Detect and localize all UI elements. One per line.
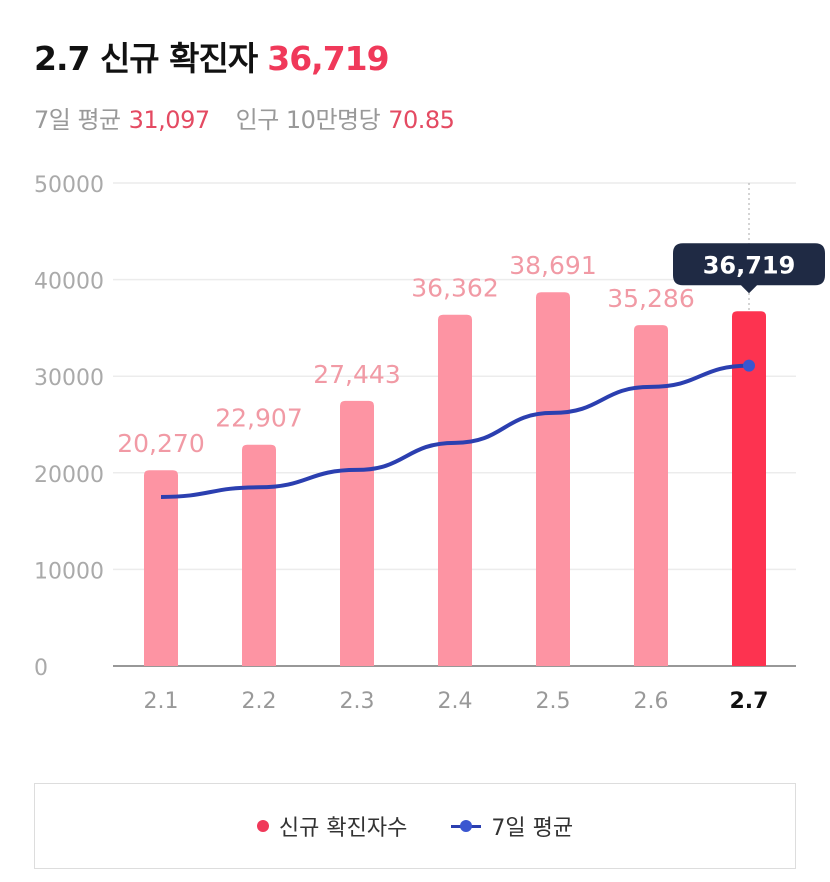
x-tick-label: 2.1 xyxy=(144,689,179,714)
bar-value-label: 22,907 xyxy=(215,404,302,433)
x-tick-label: 2.3 xyxy=(340,689,375,714)
page-title: 2.7 신규 확진자 36,719 xyxy=(34,32,390,80)
bar xyxy=(536,292,570,666)
bar-value-label: 36,362 xyxy=(411,274,498,303)
bar-value-label: 20,270 xyxy=(117,429,204,458)
bar xyxy=(242,444,276,666)
legend-label: 신규 확진자수 xyxy=(278,816,408,841)
bar xyxy=(144,470,178,666)
bar xyxy=(438,314,472,666)
bar xyxy=(732,311,766,666)
tooltip xyxy=(673,243,825,294)
tooltip-value: 36,719 xyxy=(703,251,796,279)
subheader: 7일 평균 31,097 인구 10만명당 70.85 xyxy=(34,100,480,135)
avg-line xyxy=(160,363,750,499)
x-tick-label: 2.6 xyxy=(634,689,669,714)
y-tick-label: 30000 xyxy=(34,366,104,391)
title-value: 36,719 xyxy=(267,39,389,78)
legend: 신규 확진자수 7일 평균 xyxy=(34,783,796,869)
per100k-value: 70.85 xyxy=(388,106,455,134)
legend-label: 7일 평균 xyxy=(491,816,574,841)
legend-dot-icon xyxy=(256,820,269,832)
x-tick-label: 2.5 xyxy=(536,689,571,714)
bar-value-label: 27,443 xyxy=(313,360,400,389)
chart-svg: 0 10000 20000 30000 40000 50000 20,270 2.1 22,90… xyxy=(34,173,825,714)
x-tick-label: 2.2 xyxy=(242,689,277,714)
avg-point xyxy=(743,359,755,372)
legend-line-icon xyxy=(451,820,482,832)
x-tick-label: 2.4 xyxy=(438,689,473,714)
legend-item-bar[interactable]: 신규 확진자수 xyxy=(256,810,408,842)
y-tick-label: 50000 xyxy=(34,173,104,198)
legend-item-line[interactable]: 7일 평균 xyxy=(451,810,573,842)
bar xyxy=(340,400,374,666)
title-label: 2.7 신규 확진자 xyxy=(34,39,258,78)
y-tick-label: 0 xyxy=(34,656,48,681)
avg-label: 7일 평균 xyxy=(34,106,121,134)
y-tick-label: 40000 xyxy=(34,270,104,295)
y-tick-label: 10000 xyxy=(34,559,104,584)
y-tick-label: 20000 xyxy=(34,463,104,488)
bar xyxy=(634,325,668,666)
bar-value-label: 35,286 xyxy=(607,284,694,313)
avg-value: 31,097 xyxy=(128,106,210,134)
bar-value-label: 38,691 xyxy=(509,251,596,280)
x-tick-label: 2.7 xyxy=(730,689,769,714)
per100k-label: 인구 10만명당 xyxy=(235,106,381,134)
